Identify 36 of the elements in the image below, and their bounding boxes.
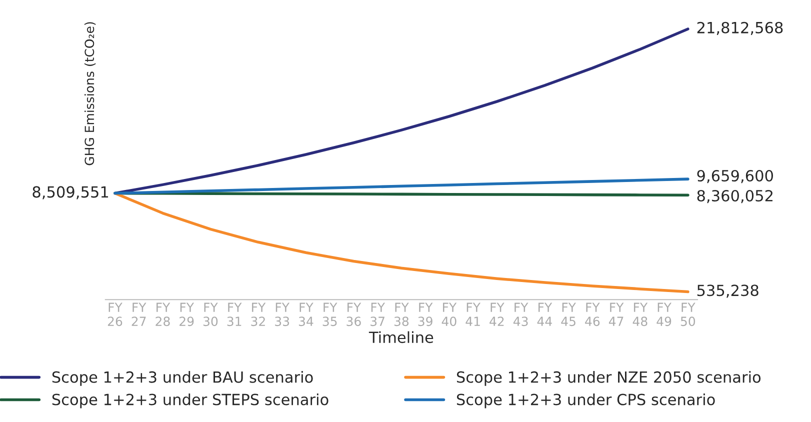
x-tick-label: FY 26 [108,302,122,326]
x-tick-label: FY 40 [442,302,457,326]
x-tick-label: FY 41 [466,302,480,326]
x-tick-label: FY 46 [585,302,600,326]
x-tick-label: FY 44 [537,302,552,326]
x-tick-label: FY 28 [156,302,170,326]
x-tick-label: FY 35 [322,302,338,326]
legend-label: Scope 1+2+3 under NZE 2050 scenario [456,371,761,386]
x-tick-label: FY 37 [370,302,386,326]
data-label: 9,659,600 [697,170,773,184]
x-tick-label: FY 39 [418,302,433,326]
legend-label: Scope 1+2+3 under STEPS scenario [52,393,328,408]
x-tick-label: FY 48 [632,302,648,326]
x-tick-label: FY 34 [298,302,314,326]
x-tick-label: FY 27 [132,302,146,326]
x-tick-label: FY 49 [656,302,672,326]
x-tick-label: FY 32 [251,302,266,326]
x-axis-title: Timeline [368,331,434,344]
y-axis-title: GHG Emissions (tCO₂e) [84,22,96,166]
x-tick-label: FY 30 [203,302,218,326]
x-tick-label: FY 29 [180,302,194,326]
data-label: 8,509,551 [32,186,108,200]
x-tick-label: FY 42 [490,302,504,326]
data-label: 21,812,568 [697,22,783,35]
x-tick-label: FY 31 [227,302,242,326]
x-tick-label: FY 47 [608,302,624,326]
legend-label: Scope 1+2+3 under BAU scenario [52,371,313,386]
x-tick-label: FY 50 [680,302,696,326]
x-tick-label: FY 45 [561,302,576,326]
x-tick-label: FY 33 [275,302,290,326]
x-tick-label: FY 36 [346,302,362,326]
legend-label: Scope 1+2+3 under CPS scenario [456,393,715,408]
x-tick-label: FY 38 [394,302,409,326]
data-label: 8,360,052 [697,190,772,204]
x-tick-label: FY 43 [513,302,528,326]
data-label: 535,238 [697,284,758,298]
